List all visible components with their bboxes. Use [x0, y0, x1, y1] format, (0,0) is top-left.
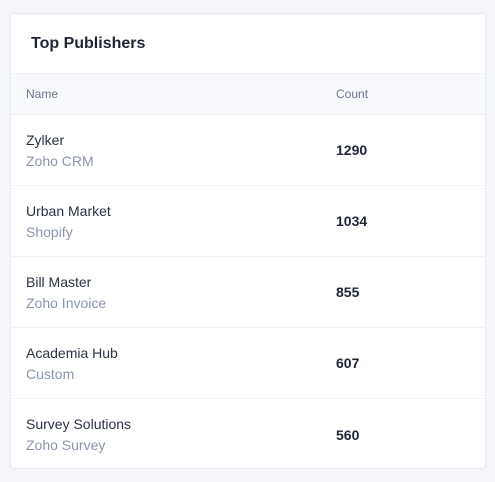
publisher-source: Custom — [26, 365, 75, 382]
publisher-source: Zoho Invoice — [26, 294, 107, 311]
publisher-name: Zylker — [26, 131, 65, 148]
card-header: Top Publishers — [11, 14, 485, 74]
publisher-count: 1034 — [336, 213, 368, 229]
publisher-count: 560 — [336, 426, 360, 443]
publisher-source: Zoho Survey — [26, 437, 106, 453]
card-title: Top Publishers — [31, 34, 146, 52]
table-row[interactable]: Survey Solutions Zoho Survey 560 — [11, 399, 485, 468]
table-row[interactable]: Urban Market Shopify 1034 — [11, 186, 485, 257]
publisher-source: Zoho CRM — [26, 152, 94, 169]
publisher-cell: Urban Market Shopify — [11, 203, 336, 240]
publisher-name: Urban Market — [26, 202, 111, 219]
table-header: Name Count — [11, 74, 485, 115]
publisher-count: 855 — [336, 284, 360, 300]
publisher-cell: Survey Solutions Zoho Survey — [11, 416, 336, 453]
column-header-count: Count — [336, 87, 369, 101]
publisher-count: 1290 — [336, 142, 368, 158]
publisher-cell: Academia Hub Custom — [11, 345, 336, 382]
publisher-name: Bill Master — [26, 273, 92, 290]
publisher-source: Shopify — [26, 223, 73, 240]
top-publishers-card: Top Publishers Name Count Zylker Zoho CR… — [10, 13, 486, 469]
publisher-name: Academia Hub — [26, 344, 118, 361]
publisher-cell: Zylker Zoho CRM — [11, 132, 336, 169]
publisher-count: 607 — [336, 355, 360, 371]
publisher-name: Survey Solutions — [26, 416, 132, 432]
publisher-cell: Bill Master Zoho Invoice — [11, 274, 336, 311]
table-row[interactable]: Academia Hub Custom 607 — [11, 328, 485, 399]
table-row[interactable]: Bill Master Zoho Invoice 855 — [11, 257, 485, 328]
table-row[interactable]: Zylker Zoho CRM 1290 — [11, 115, 485, 186]
column-header-name: Name — [26, 87, 59, 101]
table-body: Zylker Zoho CRM 1290 Urban Market Shopif… — [11, 115, 485, 468]
